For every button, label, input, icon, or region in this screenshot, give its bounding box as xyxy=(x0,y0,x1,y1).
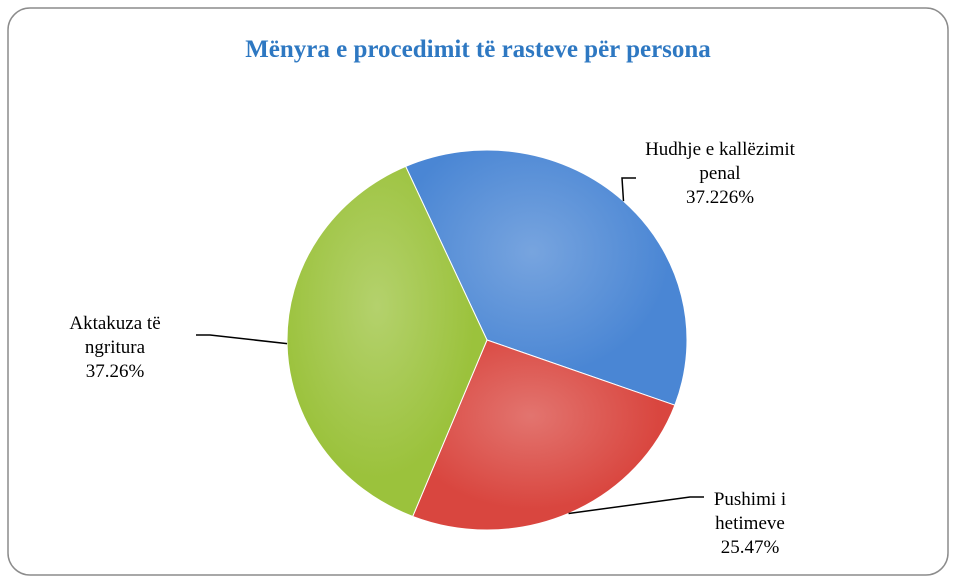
leader-line xyxy=(621,177,636,202)
category-label: Hudhje e kallëzimit penal xyxy=(645,139,795,184)
data-label: Hudhje e kallëzimit penal 37.226% xyxy=(635,138,805,210)
pie-slice xyxy=(412,339,676,531)
value-label: 25.47% xyxy=(720,537,780,558)
value-label: 37.26% xyxy=(85,361,145,382)
chart-title: Mënyra e procedimit të rasteve për perso… xyxy=(245,36,711,63)
category-label: Pushimi i hetimeve xyxy=(713,489,787,534)
leader-line xyxy=(568,496,704,515)
leader-line xyxy=(196,334,288,345)
data-label: Aktakuza të ngritura 37.26% xyxy=(45,312,185,384)
category-label: Aktakuza të ngritura xyxy=(69,313,161,358)
data-label: Pushimi i hetimeve 25.47% xyxy=(690,488,810,560)
value-label: 37.226% xyxy=(685,187,755,208)
